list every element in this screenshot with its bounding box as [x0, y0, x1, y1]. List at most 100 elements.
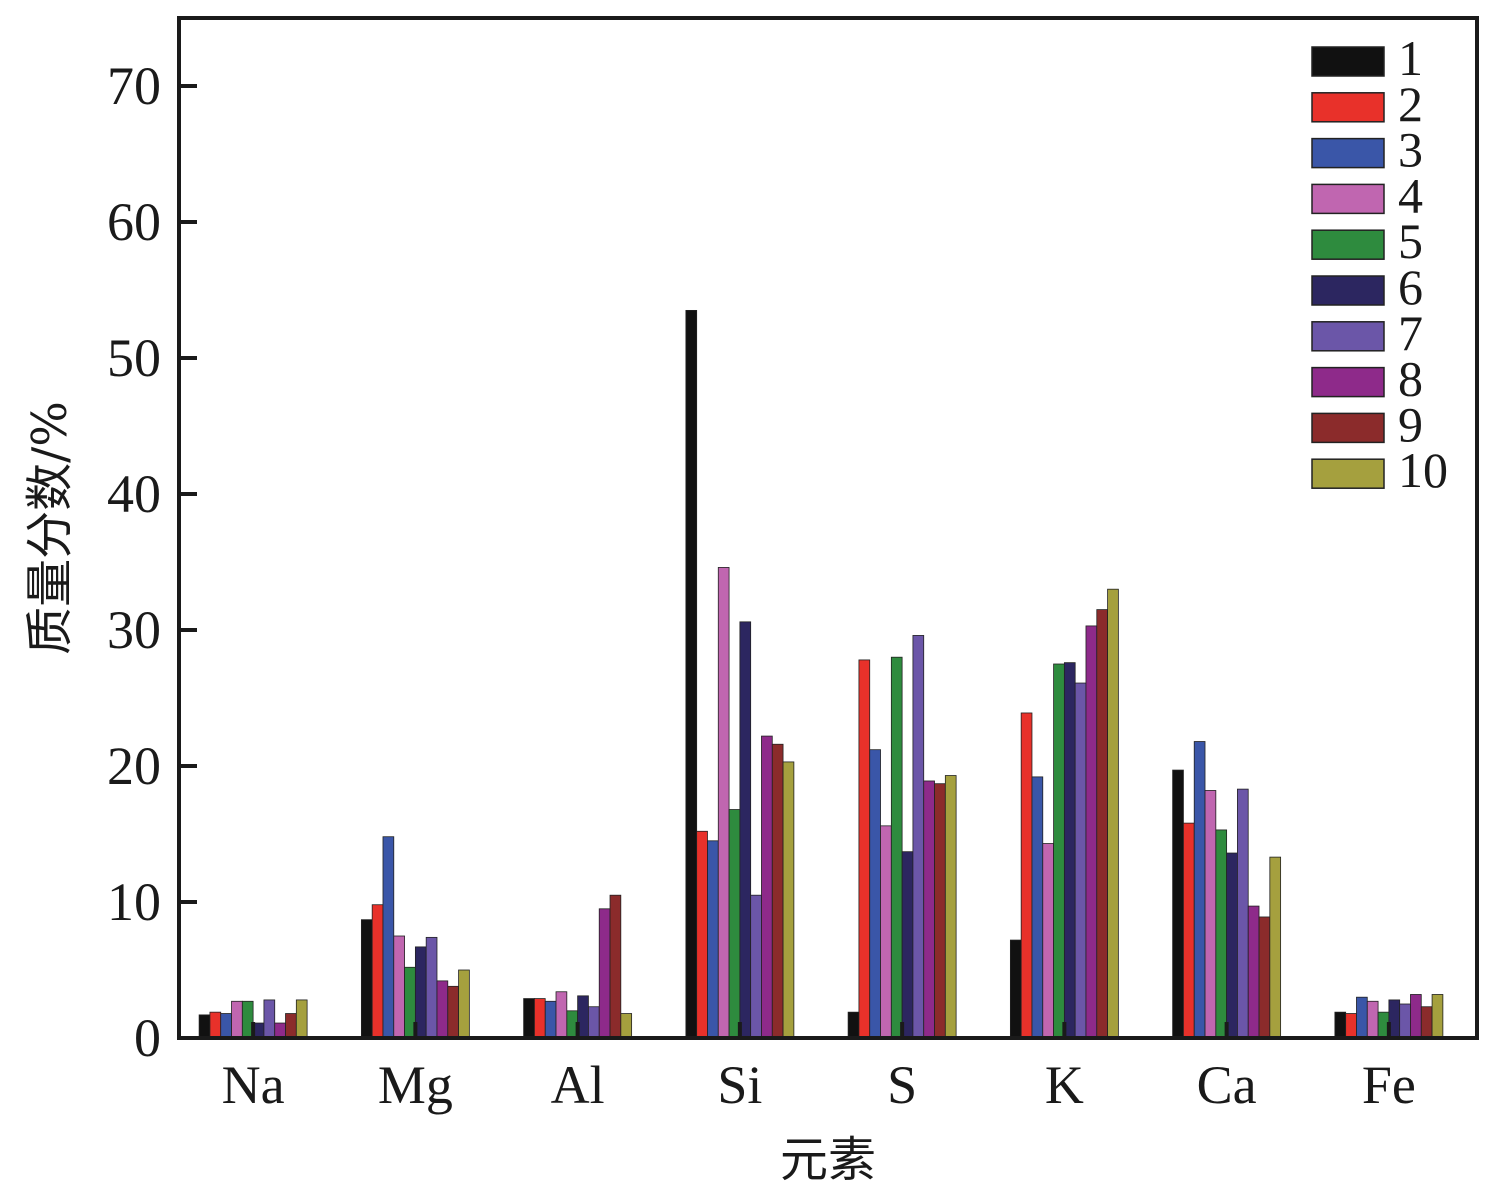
bar-S-series-2	[858, 659, 871, 1039]
x-tick-label: S	[887, 1055, 917, 1115]
y-axis-title: 质量分数/%	[22, 401, 78, 655]
bar-S-series-9	[934, 783, 946, 1039]
bar-Ca-series-8	[1247, 905, 1260, 1039]
x-axis-title: 元素	[780, 1132, 876, 1188]
legend-label-9: 9	[1398, 396, 1423, 452]
x-tick-label: Na	[222, 1055, 285, 1115]
bar-Na-series-1	[198, 1014, 211, 1039]
bar-S-series-6	[901, 851, 914, 1039]
legend-swatch-3	[1311, 137, 1385, 169]
bar-Mg-series-3	[382, 836, 395, 1039]
bar-Ca-series-2	[1183, 822, 1195, 1039]
y-tick-label: 50	[107, 328, 161, 388]
bar-Fe-series-8	[1410, 994, 1422, 1039]
bar-K-series-3	[1031, 776, 1044, 1039]
bar-Mg-series-4	[393, 935, 405, 1039]
bar-Fe-series-1	[1334, 1011, 1347, 1039]
bar-S-series-1	[847, 1011, 860, 1039]
bar-Al-series-3	[544, 1000, 557, 1039]
bar-Na-series-8	[274, 1022, 286, 1039]
bar-Ca-series-1	[1172, 769, 1184, 1039]
bar-Si-series-4	[717, 567, 730, 1039]
bar-Na-series-4	[231, 1000, 243, 1039]
legend-label-10: 10	[1398, 442, 1448, 498]
bar-Al-series-2	[534, 998, 546, 1039]
bar-Si-series-6	[739, 621, 752, 1039]
bar-Al-series-8	[598, 908, 611, 1039]
bar-Na-series-2	[209, 1011, 222, 1039]
bar-Al-series-4	[555, 991, 568, 1039]
bar-Ca-series-3	[1193, 741, 1206, 1039]
bar-S-series-8	[923, 780, 935, 1039]
bar-Mg-series-9	[447, 985, 459, 1039]
bar-Fe-series-4	[1366, 1000, 1379, 1039]
bar-Al-series-9	[609, 894, 622, 1039]
bar-Mg-series-2	[371, 904, 384, 1039]
bar-Mg-series-10	[458, 969, 470, 1039]
y-tick-label: 30	[107, 600, 161, 660]
bar-Si-series-7	[750, 894, 762, 1039]
bar-Si-series-1	[685, 309, 698, 1039]
legend-swatch-4	[1311, 183, 1385, 215]
legend-swatch-10	[1311, 458, 1385, 489]
bar-Ca-series-9	[1258, 916, 1271, 1039]
bar-K-series-2	[1020, 712, 1033, 1039]
legend-label-5: 5	[1398, 213, 1423, 269]
bar-Mg-series-8	[436, 980, 449, 1039]
legend-label-3: 3	[1398, 122, 1423, 178]
x-tick-label: Al	[551, 1055, 605, 1115]
bars-group	[198, 309, 1444, 1039]
bar-K-series-1	[1009, 939, 1022, 1039]
bar-Na-series-10	[295, 999, 308, 1039]
bar-Fe-series-7	[1399, 1003, 1411, 1039]
legend-label-1: 1	[1398, 30, 1423, 86]
y-tick-label: 60	[107, 192, 161, 252]
y-tick-label: 20	[107, 736, 161, 796]
bar-Si-series-5	[728, 809, 741, 1039]
bar-Na-series-9	[285, 1013, 297, 1039]
bar-Ca-series-6	[1226, 852, 1238, 1039]
bar-K-series-4	[1042, 843, 1054, 1039]
bar-Al-series-10	[620, 1013, 633, 1039]
bar-S-series-4	[880, 825, 892, 1039]
bar-Al-series-1	[523, 998, 535, 1039]
bar-S-series-3	[869, 749, 881, 1039]
bar-K-series-5	[1053, 663, 1065, 1039]
x-tick-label: Fe	[1362, 1055, 1416, 1115]
bar-Na-series-3	[220, 1013, 232, 1039]
legend-label-6: 6	[1398, 259, 1423, 315]
legend-swatch-5	[1311, 229, 1385, 260]
bar-S-series-7	[912, 635, 925, 1039]
bar-Ca-series-7	[1237, 788, 1249, 1039]
bar-Fe-series-2	[1345, 1013, 1357, 1039]
y-tick-label: 0	[134, 1008, 161, 1068]
bar-Si-series-10	[782, 761, 795, 1039]
legend-label-8: 8	[1398, 351, 1423, 407]
legend-swatch-9	[1311, 412, 1385, 444]
legend-label-7: 7	[1398, 305, 1423, 361]
y-tick-label: 40	[107, 464, 161, 524]
bar-Mg-series-7	[425, 936, 438, 1039]
bar-K-series-8	[1085, 625, 1098, 1039]
y-axis: 0 10 20 30 40 50 60 70	[107, 56, 197, 1068]
bar-S-series-10	[944, 775, 957, 1039]
legend-swatch-6	[1311, 275, 1385, 306]
x-axis: Na Mg Al Si S K Ca Fe	[222, 1022, 1416, 1115]
bar-Si-series-2	[696, 830, 708, 1039]
bar-Ca-series-4	[1204, 790, 1217, 1039]
bar-Al-series-7	[588, 1006, 600, 1039]
y-tick-label: 70	[107, 56, 161, 116]
y-tick-label: 10	[107, 872, 161, 932]
legend-swatch-8	[1311, 366, 1385, 398]
x-tick-label: Mg	[378, 1055, 453, 1115]
x-tick-label: K	[1045, 1055, 1084, 1115]
bar-Mg-series-1	[360, 919, 373, 1039]
legend-swatch-7	[1311, 321, 1385, 352]
legend-swatch-1	[1311, 46, 1385, 77]
bar-Fe-series-10	[1431, 994, 1444, 1039]
bar-Fe-series-9	[1420, 1006, 1433, 1039]
bar-K-series-6	[1063, 662, 1076, 1039]
bar-Na-series-7	[263, 999, 276, 1039]
